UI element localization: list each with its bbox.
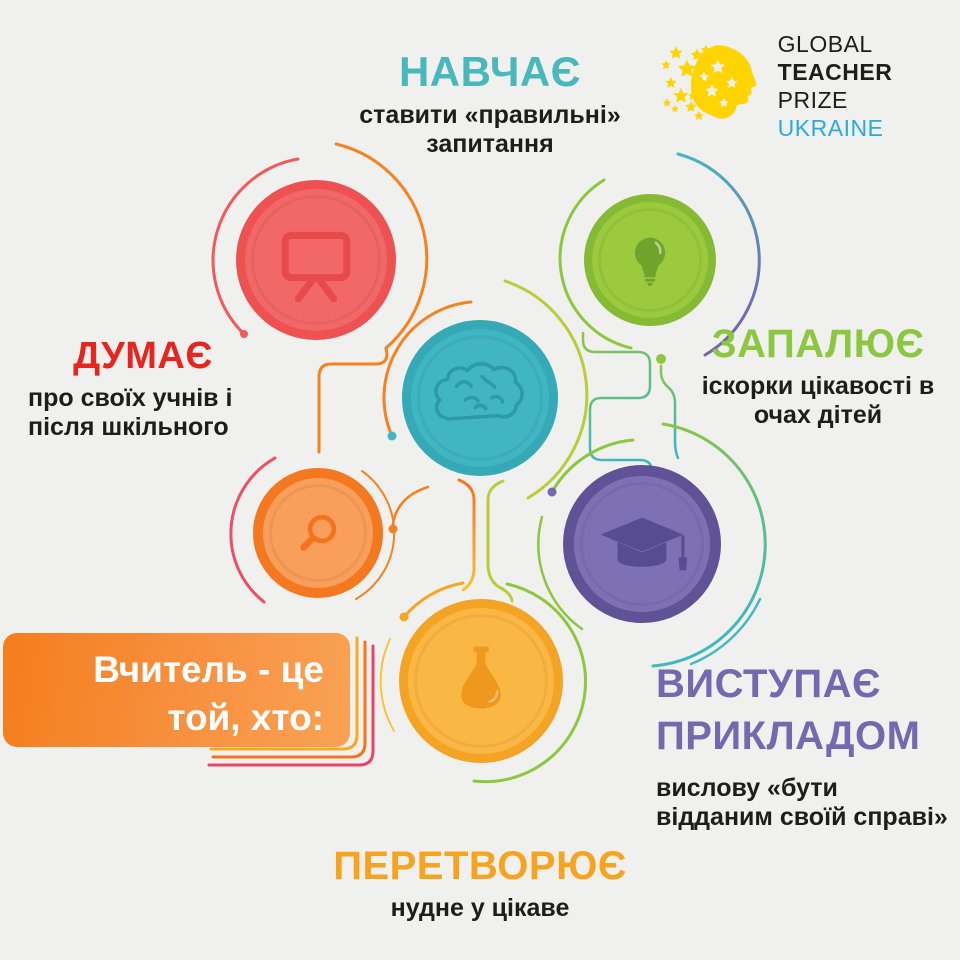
logo-line-prize-ukraine: PRIZE UKRAINE [778,86,960,142]
logo-word-prize: PRIZE [777,87,848,113]
section-zapaliuie: ЗАПАЛЮЄ іскорки цікавості в очах дітей [698,323,938,430]
section-vystupaie-title: ВИСТУПАЄ ПРИКЛАДОМ [656,662,921,758]
lightbulb-icon [634,237,666,286]
brain-icon [434,362,524,421]
section-navchaie: НАВЧАЄ ставити «правильні» запитання [310,48,670,159]
presentation-board-icon [281,231,351,303]
section-peretvoriuie-subtitle: нудне у цікаве [390,894,570,922]
section-vystupaie: ВИСТУПАЄ ПРИКЛАДОМ вислову «бути віддани… [656,658,956,832]
section-dumaie-subtitle: про своїх учнів і після шкільного [28,383,233,441]
magnifier-icon [300,514,337,551]
node-dumaie-circle [236,180,396,340]
section-peretvoriuie: ПЕРЕТВОРЮЄ нудне у цікаве [300,845,660,923]
node-vystupaie-circle [563,465,721,623]
section-zapaliuie-title: ЗАПАЛЮЄ [711,322,925,366]
node-shukaie-circle [253,468,383,598]
banner-line-1: Вчитель - це [93,649,324,690]
section-navchaie-title: НАВЧАЄ [398,48,582,95]
section-vystupaie-subtitle: вислову «бути відданим своїй справі» [656,774,948,831]
section-navchaie-subtitle: ставити «правильні» запитання [359,101,621,159]
logo-word-ukraine: UKRAINE [777,115,884,141]
logo-text: GLOBAL TEACHER PRIZE UKRAINE [778,30,960,142]
node-zapaliuie-circle [584,194,716,326]
section-dumaie-title: ДУМАЄ [73,335,213,377]
global-teacher-prize-logo: GLOBAL TEACHER PRIZE UKRAINE [660,30,960,142]
section-peretvoriuie-title: ПЕРЕТВОРЮЄ [333,844,627,888]
node-navchaie-circle [402,320,558,476]
title-banner: Вчитель - це той, хто: [3,633,350,747]
flask-icon [461,646,501,709]
logo-line-global: GLOBAL [777,31,873,57]
graduation-cap-icon [600,517,688,571]
section-zapaliuie-subtitle: іскорки цікавості в очах дітей [701,372,935,429]
banner-line-2: той, хто: [167,697,324,739]
node-peretvoriuie-circle [399,599,563,763]
section-dumaie: ДУМАЄ про своїх учнів і після шкільного [22,335,264,442]
logo-line-teacher: TEACHER [777,59,893,85]
star-head-icon [661,44,757,120]
